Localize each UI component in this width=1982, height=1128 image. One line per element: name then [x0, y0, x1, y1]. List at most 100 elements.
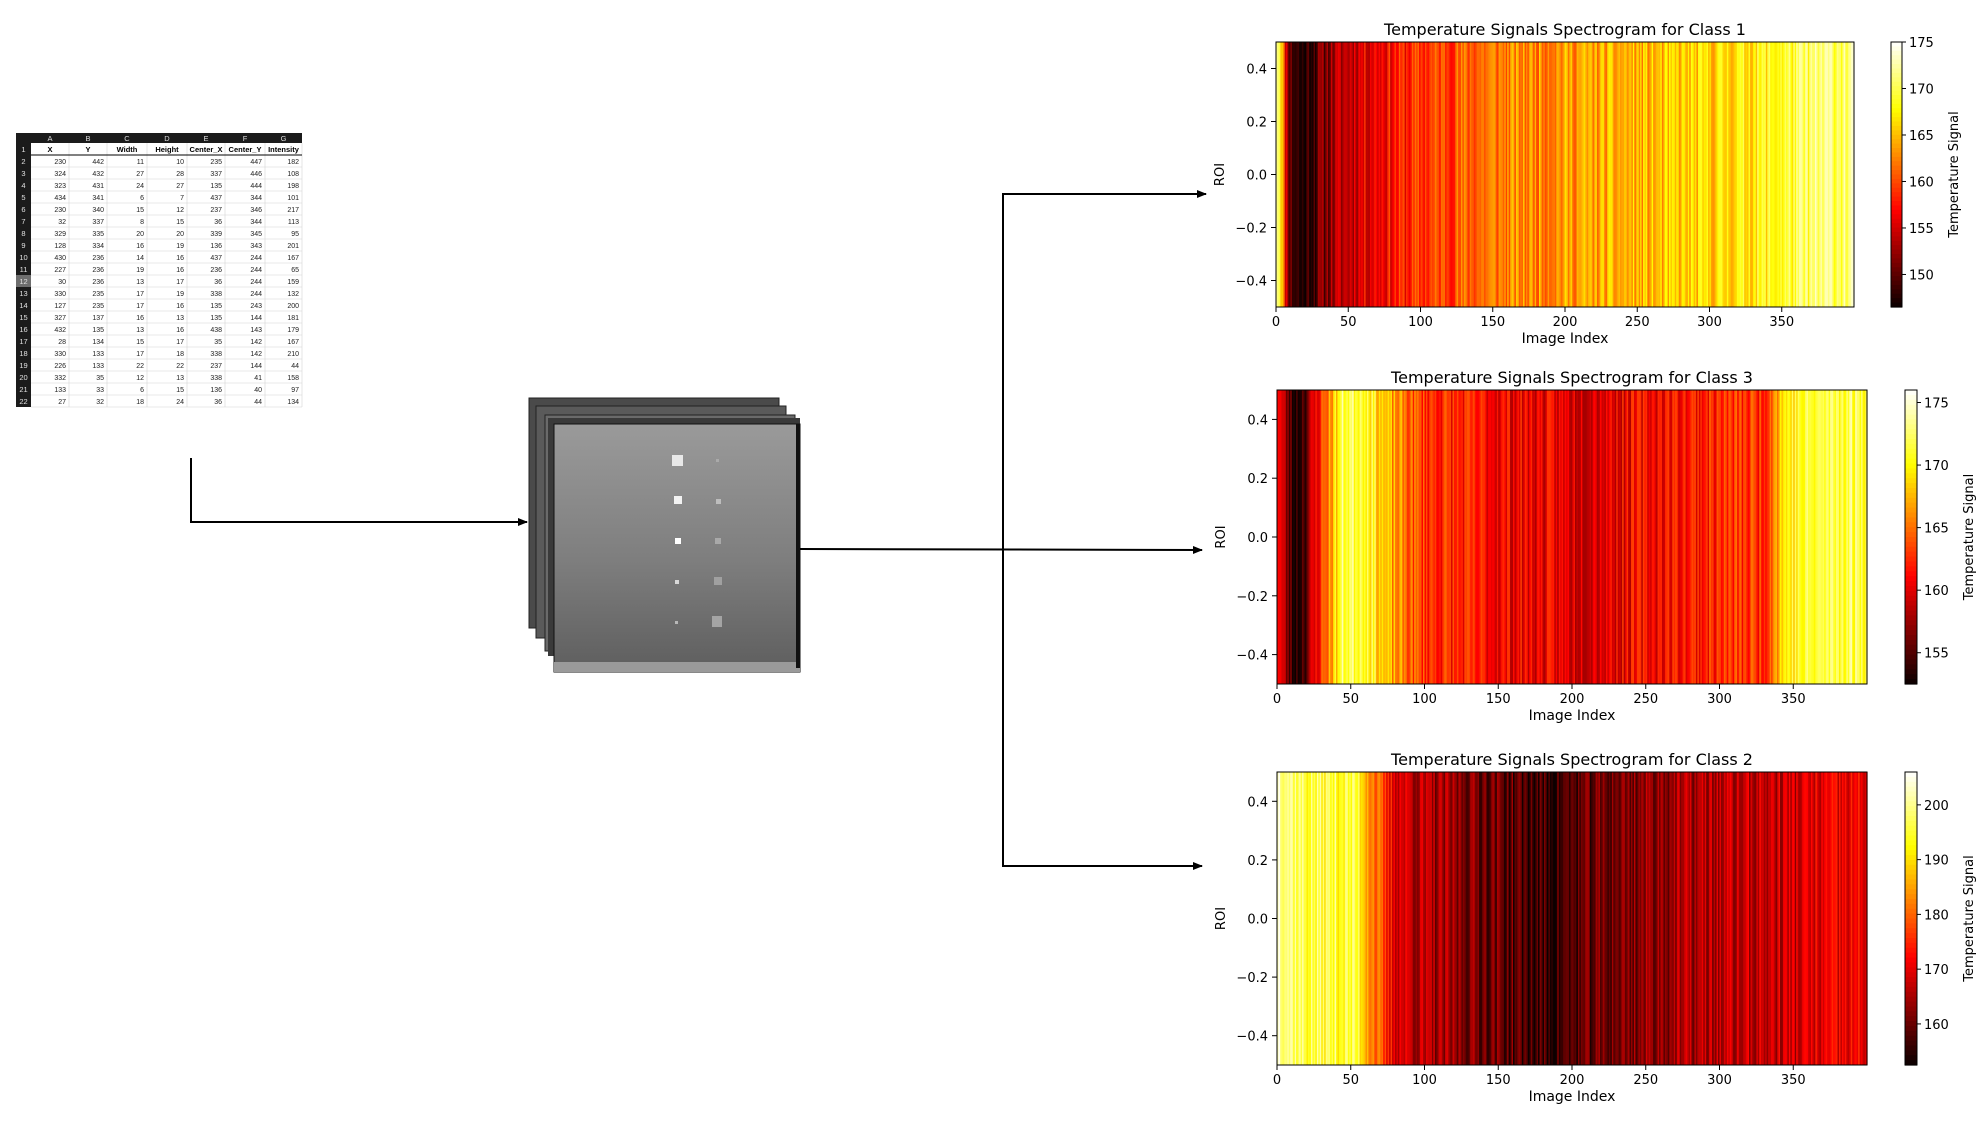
sheet-cell: 159: [287, 279, 299, 286]
sheet-cell: 19: [176, 291, 184, 298]
heatmap-cell: [1564, 772, 1567, 1065]
heatmap-cell: [1732, 42, 1735, 307]
heatmap-cell: [1381, 772, 1384, 1065]
heatmap-cell: [1432, 42, 1435, 307]
sheet-cell: 20: [136, 231, 144, 238]
sheet-cell: 437: [210, 255, 222, 262]
colorbar-segment: [1891, 258, 1902, 264]
heatmap-cell: [1569, 390, 1572, 684]
heatmap-cell: [1347, 772, 1350, 1065]
colorbar-segment: [1905, 561, 1917, 567]
heatmap-cell: [1473, 772, 1476, 1065]
heatmap-cell: [1759, 390, 1762, 684]
heatmap-cell: [1823, 42, 1826, 307]
heatmap-cell: [1309, 42, 1312, 307]
heatmap-cell: [1505, 390, 1508, 684]
heatmap-cell: [1458, 42, 1461, 307]
colorbar-segment: [1905, 781, 1917, 788]
heatmap-cell: [1708, 42, 1711, 307]
sheet-cell: 158: [287, 375, 299, 382]
heatmap-cell: [1611, 772, 1614, 1065]
heatmap-cell: [1302, 42, 1305, 307]
sheet-cell: 35: [96, 375, 104, 382]
heatmap-cell: [1844, 390, 1847, 684]
colorbar-segment: [1905, 796, 1917, 802]
heatmap-cell: [1738, 772, 1741, 1065]
heatmap-cell: [1637, 42, 1640, 307]
colorbar-segment: [1891, 289, 1902, 295]
heatmap-cell: [1460, 42, 1463, 307]
x-tick-label: 150: [1486, 692, 1511, 707]
heatmap-cell: [1358, 390, 1361, 684]
heatmap-cell: [1664, 390, 1667, 684]
heatmap-cell: [1586, 42, 1589, 307]
sheet-cell: 101: [287, 195, 299, 202]
heatmap-cell: [1704, 772, 1707, 1065]
colorbar-segment: [1905, 1011, 1917, 1017]
heatmap-cell: [1567, 772, 1570, 1065]
heatmap-cell: [1719, 42, 1722, 307]
heatmap-cell: [1447, 42, 1450, 307]
sheet-cell: 330: [54, 351, 66, 358]
heatmap-cells: [1277, 390, 1868, 684]
colorbar-segment: [1905, 1045, 1917, 1051]
colorbar-segment: [1891, 64, 1902, 70]
heatmap-cell: [1600, 390, 1603, 684]
sheet-cell: 33: [96, 387, 104, 394]
heatmap-cell: [1597, 390, 1600, 684]
colorbar-tick-label: 175: [1924, 397, 1949, 412]
heatmap-cell: [1656, 390, 1659, 684]
heatmap-cell: [1619, 390, 1622, 684]
heatmap-cell: [1361, 42, 1364, 307]
hot-spot: [716, 459, 719, 462]
heatmap-cell: [1449, 390, 1452, 684]
heatmap-cell: [1591, 772, 1594, 1065]
sheet-cell: 210: [287, 351, 299, 358]
heatmap-cell: [1392, 390, 1395, 684]
heatmap-cell: [1510, 42, 1513, 307]
heatmap-cell: [1732, 772, 1735, 1065]
sheet-column-letter: D: [164, 134, 170, 143]
heatmap-cell: [1693, 42, 1696, 307]
heatmap-cell: [1626, 772, 1629, 1065]
heatmap-cell: [1817, 42, 1820, 307]
heatmap-cell: [1830, 42, 1833, 307]
colorbar-segment: [1891, 183, 1902, 189]
colorbar-segment: [1905, 674, 1917, 680]
heatmap-cell: [1601, 390, 1604, 684]
heatmap-cell: [1546, 390, 1549, 684]
colorbar-segment: [1905, 1055, 1917, 1061]
heatmap-cell: [1536, 390, 1539, 684]
heatmap-cell: [1437, 390, 1440, 684]
heatmap-cell: [1747, 42, 1750, 307]
heatmap-cell: [1529, 390, 1532, 684]
heatmap-cell: [1293, 42, 1296, 307]
heatmap-cell: [1406, 42, 1409, 307]
heatmap-cell: [1749, 390, 1752, 684]
heatmap-cell: [1849, 772, 1852, 1065]
heatmap-cell: [1744, 42, 1747, 307]
colorbar-segment: [1905, 659, 1917, 665]
heatmap-cell: [1647, 42, 1650, 307]
colorbar-segment: [1905, 419, 1917, 425]
heatmap-cell: [1625, 772, 1628, 1065]
heatmap-cell: [1346, 42, 1349, 307]
heatmap-cell: [1703, 772, 1706, 1065]
x-tick-label: 250: [1625, 315, 1650, 330]
heatmap-cell: [1614, 390, 1617, 684]
heatmap-cell: [1713, 42, 1716, 307]
colorbar-segment: [1891, 209, 1902, 215]
heatmap-cell: [1563, 772, 1566, 1065]
colorbar-segment: [1905, 522, 1917, 528]
heatmap-cell: [1403, 772, 1406, 1065]
heatmap-cell: [1648, 390, 1651, 684]
heatmap-cell: [1840, 772, 1843, 1065]
heatmap-cell: [1833, 390, 1836, 684]
heatmap-cell: [1325, 42, 1328, 307]
colorbar-segment: [1905, 991, 1917, 998]
heatmap-cell: [1741, 390, 1744, 684]
heatmap-cell: [1812, 390, 1815, 684]
heatmap-cell: [1612, 42, 1615, 307]
sheet-row-number: 22: [19, 397, 27, 406]
colorbar-segment: [1905, 453, 1917, 460]
